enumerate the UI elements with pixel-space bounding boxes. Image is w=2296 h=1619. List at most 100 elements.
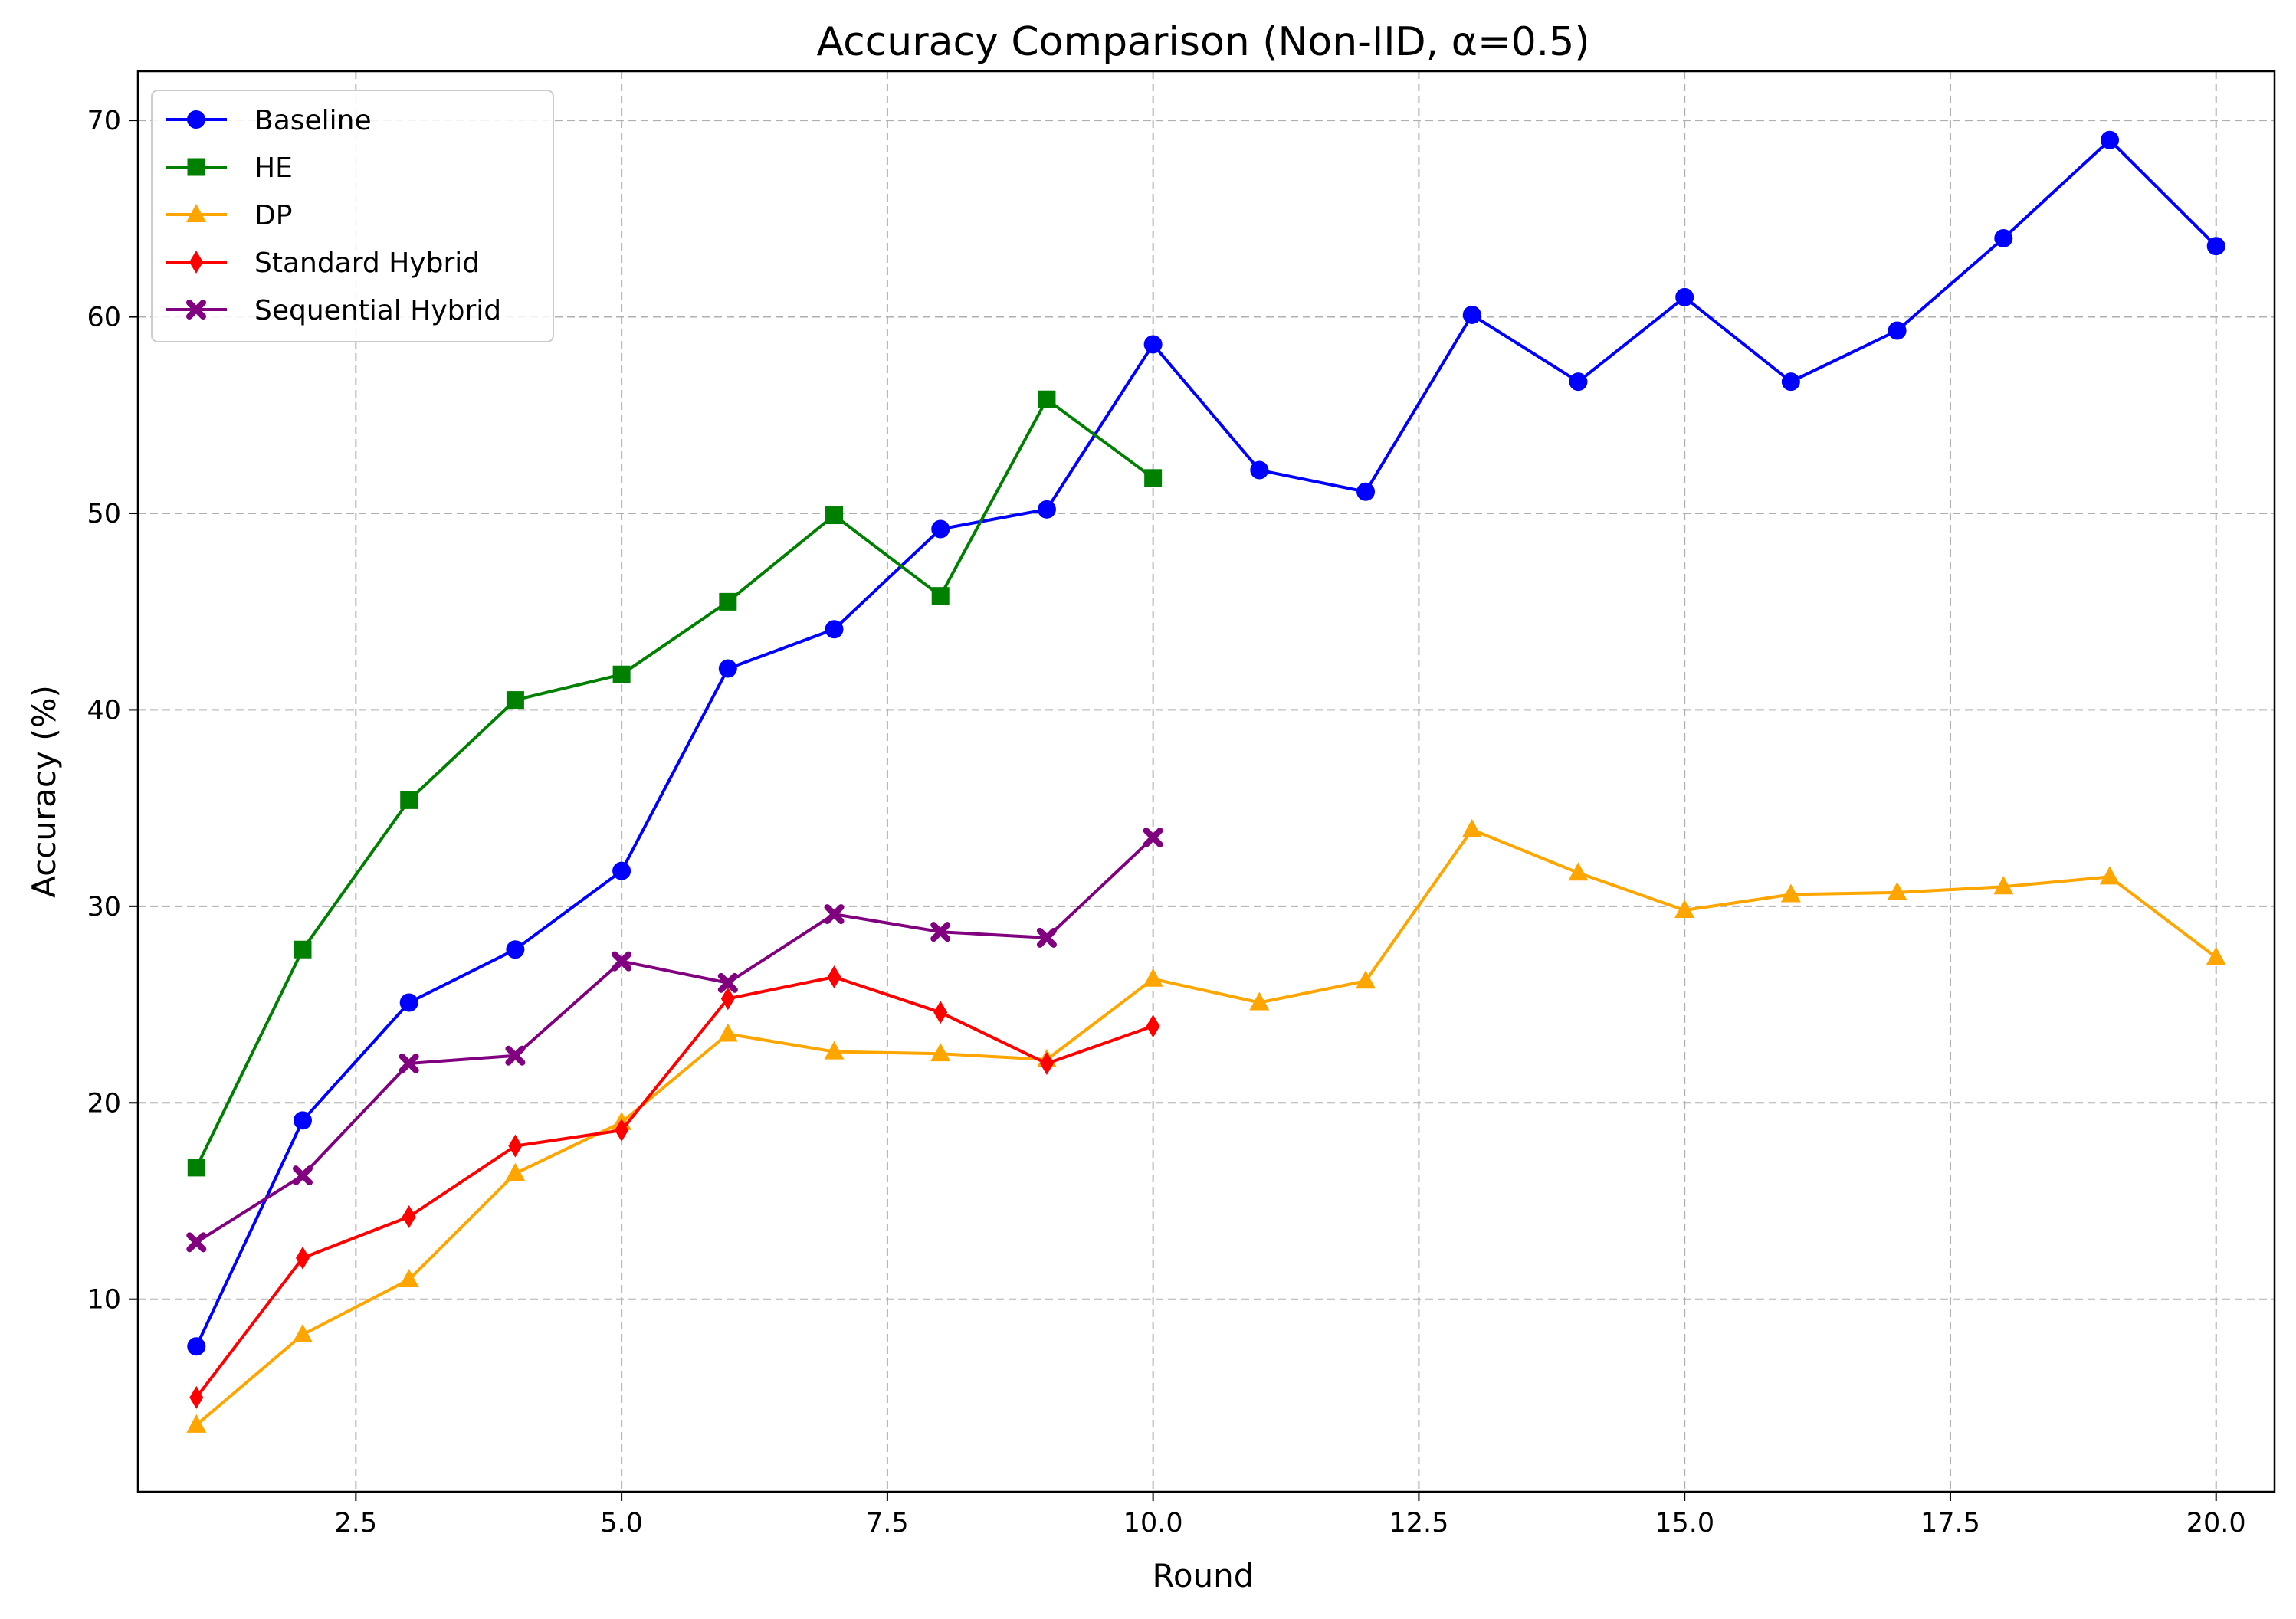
series-line-baseline [195,138,2218,1348]
legend-item-dp: DP [166,200,292,231]
y-tick-label: 60 [87,303,121,333]
x-tick-label: 17.5 [1920,1508,1980,1539]
legend-label: Sequential Hybrid [254,295,501,326]
y-tick-label: 30 [87,892,121,923]
data-point-baseline [2101,130,2120,149]
data-point-he [187,1159,205,1177]
data-point-baseline [1356,482,1376,501]
data-point-he [400,791,418,809]
data-point-standard-hybrid [827,965,841,989]
legend-label: HE [254,152,293,184]
data-point-he [294,940,312,959]
data-point-dp [717,1023,738,1042]
series-line-dp [195,828,2217,1427]
data-point-standard-hybrid [189,1385,204,1409]
legend-label: DP [254,200,292,231]
data-point-dp [1249,991,1270,1011]
series-standard-hybrid [189,965,1160,1409]
x-tick-label: 2.5 [335,1508,378,1539]
data-point-dp [1461,818,1482,837]
data-point-sequential-hybrid [612,951,632,972]
y-tick-label: 10 [87,1285,121,1316]
data-point-standard-hybrid [295,1246,310,1270]
data-point-he [1144,469,1163,487]
legend-marker [189,251,203,274]
data-point-dp [292,1323,313,1342]
data-point-dp [1887,881,1907,900]
data-point-standard-hybrid [720,987,735,1011]
legend-item-sequential-hybrid: Sequential Hybrid [166,295,501,326]
data-point-he [825,506,844,525]
legend-item-baseline: Baseline [166,105,372,136]
data-point-baseline [1037,500,1056,519]
series-he [187,390,1163,1177]
series-sequential-hybrid [186,828,1163,1253]
legend-marker [186,300,206,320]
x-tick-label: 7.5 [866,1508,909,1539]
data-point-standard-hybrid [402,1204,416,1228]
x-tick-label: 15.0 [1655,1508,1714,1539]
x-tick-label: 10.0 [1123,1508,1183,1539]
data-point-baseline [1143,335,1163,354]
data-point-dp [2100,866,2121,885]
data-point-dp [1780,883,1801,903]
data-point-sequential-hybrid [930,922,951,942]
data-point-he [719,592,737,611]
data-point-standard-hybrid [933,1001,948,1024]
legend-marker [187,158,205,176]
data-point-sequential-hybrid [824,904,845,925]
data-point-dp [824,1041,845,1060]
y-tick-label: 20 [87,1088,121,1119]
chart-title: Accuracy Comparison (Non-IID, α=0.5) [816,19,1589,65]
data-point-baseline [506,940,525,959]
tick-layer: 2.5 5.0 7.5 10.0 12.5 15.0 17.5 20.0 10 20 30 40 50 6… [87,106,2245,1539]
plot-frame [136,70,2276,1493]
data-point-baseline [718,659,737,678]
data-point-dp [1568,862,1589,881]
legend-marker [186,204,206,222]
data-point-baseline [2206,237,2225,256]
legend-marker [187,110,205,129]
data-point-baseline [399,993,418,1012]
data-point-dp [930,1043,951,1062]
x-tick-label: 20.0 [2186,1508,2246,1539]
legend-item-standard-hybrid: Standard Hybrid [166,247,480,279]
data-point-standard-hybrid [1146,1014,1160,1038]
data-point-dp [1993,876,2014,895]
legend-box [151,90,554,342]
data-point-he [506,691,524,710]
data-point-baseline [1250,460,1269,480]
data-point-dp [186,1414,207,1433]
data-point-standard-hybrid [1039,1051,1054,1075]
data-point-dp [399,1269,419,1288]
data-point-dp [1143,968,1163,987]
y-tick-label: 50 [87,499,121,529]
x-tick-label: 12.5 [1389,1508,1448,1539]
series-line-sequential-hybrid [195,836,1154,1244]
data-point-he [1038,390,1056,408]
data-point-baseline [1994,228,2013,247]
data-point-baseline [612,861,631,880]
data-point-dp [1356,970,1376,989]
data-point-standard-hybrid [615,1119,629,1142]
series-layer [186,130,2226,1433]
data-point-baseline [293,1111,312,1130]
data-point-baseline [1462,305,1481,324]
data-point-baseline [187,1337,206,1356]
data-point-sequential-hybrid [292,1165,313,1186]
data-point-he [931,587,950,605]
data-point-baseline [1781,372,1800,392]
x-tick-label: 5.0 [600,1508,643,1539]
data-point-baseline [1569,372,1588,392]
data-point-sequential-hybrid [505,1045,526,1066]
x-axis-label: Round [1153,1557,1255,1594]
data-point-dp [1674,899,1695,918]
legend-item-he: HE [166,152,293,184]
data-point-sequential-hybrid [1036,927,1057,948]
y-tick-label: 70 [87,106,121,136]
legend-label: Baseline [254,105,372,136]
data-point-baseline [1888,321,1907,340]
series-baseline [187,130,2225,1356]
data-point-sequential-hybrid [717,972,738,993]
